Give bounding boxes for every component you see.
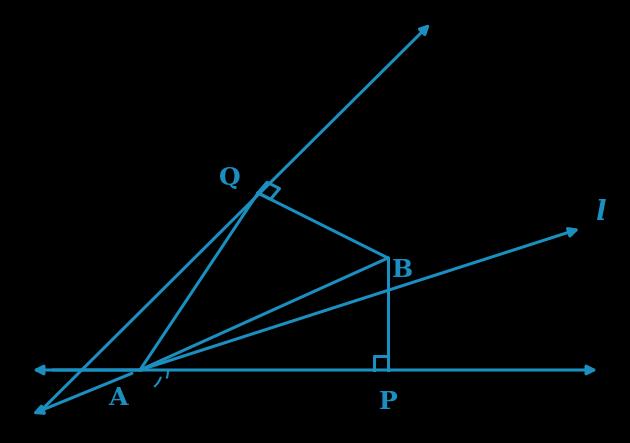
Text: A: A [108,386,128,410]
Text: B: B [391,258,413,282]
Text: l: l [595,198,605,225]
Text: P: P [379,390,398,414]
Text: Q: Q [219,166,241,190]
